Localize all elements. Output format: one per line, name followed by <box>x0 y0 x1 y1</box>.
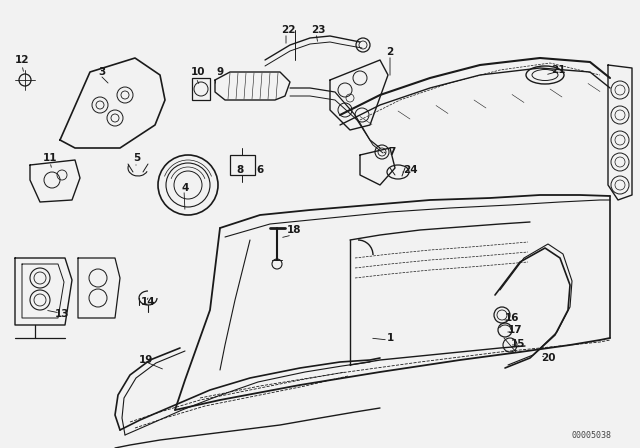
Text: 6: 6 <box>257 165 264 175</box>
Text: 20: 20 <box>541 353 556 363</box>
Text: 14: 14 <box>141 297 156 307</box>
Text: 9: 9 <box>216 67 223 77</box>
Text: 12: 12 <box>15 55 29 65</box>
Text: 23: 23 <box>311 25 325 35</box>
Text: 13: 13 <box>55 309 69 319</box>
Text: 00005038: 00005038 <box>572 431 612 439</box>
Text: 15: 15 <box>511 339 525 349</box>
Text: 5: 5 <box>133 153 141 163</box>
Text: 2: 2 <box>387 47 394 57</box>
Text: 19: 19 <box>139 355 153 365</box>
Text: 18: 18 <box>287 225 301 235</box>
Bar <box>192 78 210 100</box>
Text: 16: 16 <box>505 313 519 323</box>
Text: 4: 4 <box>181 183 189 193</box>
Text: 22: 22 <box>281 25 295 35</box>
Text: 24: 24 <box>403 165 417 175</box>
Bar <box>230 155 255 175</box>
Text: 7: 7 <box>388 147 396 157</box>
Text: 10: 10 <box>191 67 205 77</box>
Text: 11: 11 <box>43 153 57 163</box>
Text: 1: 1 <box>387 333 394 343</box>
Text: 21: 21 <box>551 65 565 75</box>
Text: 17: 17 <box>508 325 522 335</box>
Text: 8: 8 <box>236 165 244 175</box>
Text: 3: 3 <box>99 67 106 77</box>
